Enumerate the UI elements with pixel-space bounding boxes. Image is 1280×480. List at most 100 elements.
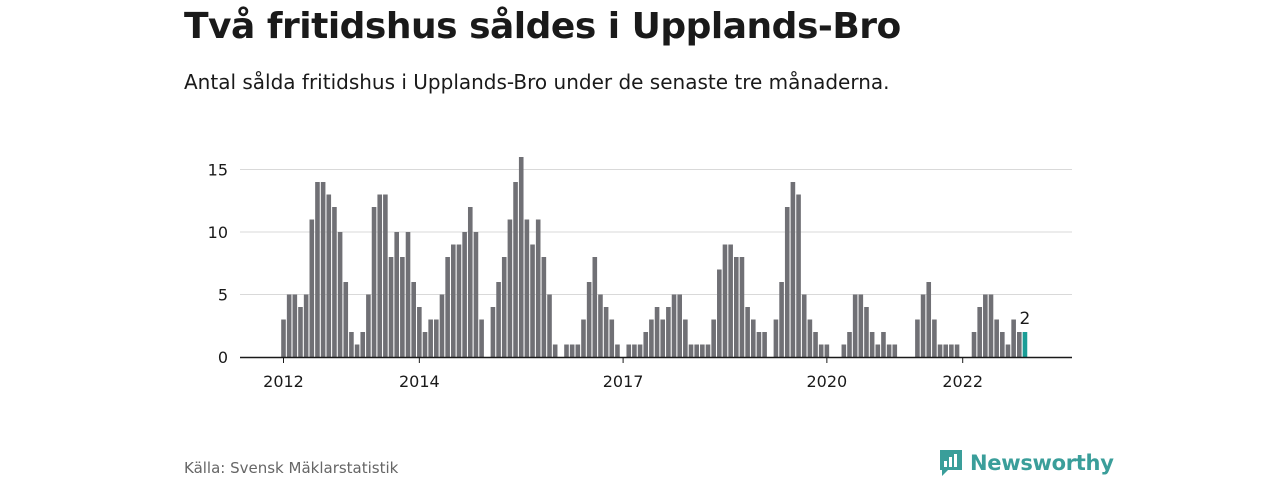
bar <box>371 207 377 357</box>
bar <box>756 332 762 357</box>
bar <box>332 207 337 357</box>
bar <box>745 307 750 357</box>
newsworthy-logo-icon <box>940 450 962 476</box>
chart-title: Två fritidshus såldes i Upplands-Bro <box>184 6 901 47</box>
bar <box>366 294 371 357</box>
bar <box>711 319 716 357</box>
bar <box>660 319 666 357</box>
bar <box>354 344 360 357</box>
bar <box>988 294 994 357</box>
bar <box>886 344 892 357</box>
bar <box>349 332 354 357</box>
bar <box>637 344 643 357</box>
bar <box>388 257 394 357</box>
bar <box>535 219 541 357</box>
bar <box>507 219 513 357</box>
brand-logo: Newsworthy <box>938 448 1114 478</box>
bar <box>281 319 286 357</box>
bar <box>824 344 830 357</box>
bar <box>490 307 496 357</box>
bar <box>467 207 473 357</box>
bar <box>954 344 960 357</box>
y-tick-label: 0 <box>218 348 228 367</box>
bar <box>309 219 315 357</box>
bar <box>405 232 411 357</box>
bar <box>937 344 943 357</box>
bar <box>734 257 739 357</box>
bar-highlight <box>1022 332 1028 357</box>
bar <box>292 294 298 357</box>
bar <box>858 294 864 357</box>
bar <box>383 194 388 357</box>
bar <box>547 294 552 357</box>
bar <box>394 232 399 357</box>
chart-subtitle: Antal sålda fritidshus i Upplands-Bro un… <box>184 70 890 94</box>
bar <box>315 182 320 357</box>
bar <box>971 332 977 357</box>
bar <box>847 332 852 357</box>
bar <box>932 319 937 357</box>
bar <box>784 207 790 357</box>
bar <box>722 244 728 357</box>
bar <box>796 194 801 357</box>
bar <box>417 307 422 357</box>
bar <box>943 344 949 357</box>
bar <box>869 332 875 357</box>
bar <box>530 244 535 357</box>
bar <box>717 269 722 357</box>
bar <box>852 294 858 357</box>
bar <box>422 332 428 357</box>
bar <box>1017 332 1022 357</box>
bar <box>1011 319 1016 357</box>
bar <box>326 194 332 357</box>
bar <box>739 257 745 357</box>
bar <box>949 344 954 357</box>
bar <box>892 344 898 357</box>
bar <box>501 257 507 357</box>
bar <box>518 157 524 357</box>
bar <box>400 257 405 357</box>
bar <box>434 319 439 357</box>
bar <box>762 332 767 357</box>
bar <box>688 344 694 357</box>
bar <box>513 182 518 357</box>
bar <box>920 294 926 357</box>
bar <box>411 282 416 357</box>
bar <box>456 244 462 357</box>
bar <box>779 282 784 357</box>
x-tick-label: 2022 <box>942 372 983 391</box>
bar <box>592 257 598 357</box>
bar <box>343 282 349 357</box>
bar <box>1000 332 1005 357</box>
bar <box>875 344 881 357</box>
source-note: Källa: Svensk Mäklarstatistik <box>184 459 399 477</box>
bar <box>541 257 547 357</box>
bar <box>977 307 982 357</box>
y-tick-label: 5 <box>218 286 228 305</box>
bar <box>360 332 366 357</box>
bar <box>915 319 920 357</box>
x-tick-label: 2014 <box>399 372 440 391</box>
bar <box>632 344 637 357</box>
bar <box>615 344 620 357</box>
bar <box>864 307 869 357</box>
bar <box>818 344 824 357</box>
bar <box>643 332 649 357</box>
bar <box>603 307 609 357</box>
bar <box>609 319 615 357</box>
bar <box>677 294 682 357</box>
bar <box>524 219 530 357</box>
bar <box>298 307 303 357</box>
bar <box>496 282 501 357</box>
bar <box>807 319 813 357</box>
y-tick-label: 15 <box>208 161 228 180</box>
bar <box>286 294 292 357</box>
bar <box>773 319 779 357</box>
x-tick-label: 2020 <box>807 372 848 391</box>
bar <box>337 232 343 357</box>
x-tick-label: 2017 <box>603 372 644 391</box>
bar <box>813 332 818 357</box>
bar <box>671 294 677 357</box>
bar <box>445 257 450 357</box>
bar <box>451 244 456 357</box>
